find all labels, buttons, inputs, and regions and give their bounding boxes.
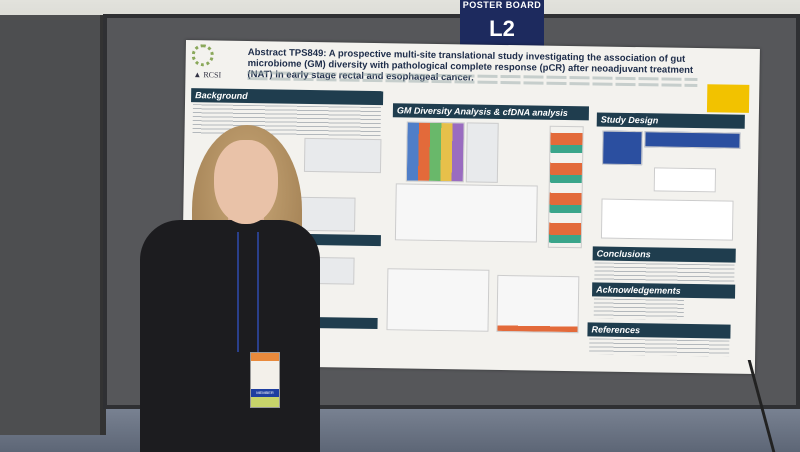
adjacent-poster-board (0, 15, 106, 435)
conclusions-text (594, 262, 735, 283)
study-design-box (602, 130, 643, 166)
volcano-plot (394, 183, 538, 243)
heatmap-figure (303, 137, 382, 174)
poster-board-sign: POSTER BOARD L2 (460, 0, 544, 50)
section-header-gm-diversity: GM Diversity Analysis & cfDNA analysis (392, 103, 590, 121)
section-header-study-design: Study Design (596, 112, 745, 129)
legend-figure (465, 122, 499, 183)
background-text (192, 104, 381, 138)
lanyard (237, 232, 259, 352)
timeline-figure (600, 198, 734, 241)
sign-number: L2 (489, 16, 515, 41)
study-arms-box (644, 131, 741, 149)
cfdna-bar-chart (496, 274, 580, 334)
badge-ribbon (251, 397, 279, 407)
badge-member-label: MEMBER (251, 389, 279, 397)
section-header-background: Background (191, 88, 384, 106)
section-header-references: References (587, 322, 731, 339)
volcano-plot-2 (386, 268, 490, 332)
acknowledgements-text (593, 298, 684, 320)
section-header-conclusions: Conclusions (592, 246, 736, 263)
rcsi-logo: ▲ RCSI (193, 70, 222, 80)
ucc-logo (706, 84, 750, 113)
cancer-centre-logo (191, 44, 214, 67)
name-badge: MEMBER (250, 352, 280, 408)
stacked-bar-figure (405, 121, 465, 183)
badge-stripe (251, 353, 279, 361)
primary-endpoint-box (653, 167, 717, 193)
person-face (214, 140, 278, 224)
person-black-jacket (140, 220, 320, 452)
sign-label: POSTER BOARD (462, 0, 542, 10)
references-text (589, 338, 730, 357)
boxplot-figure (547, 125, 584, 249)
section-header-acknowledgements: Acknowledgements (592, 282, 736, 299)
